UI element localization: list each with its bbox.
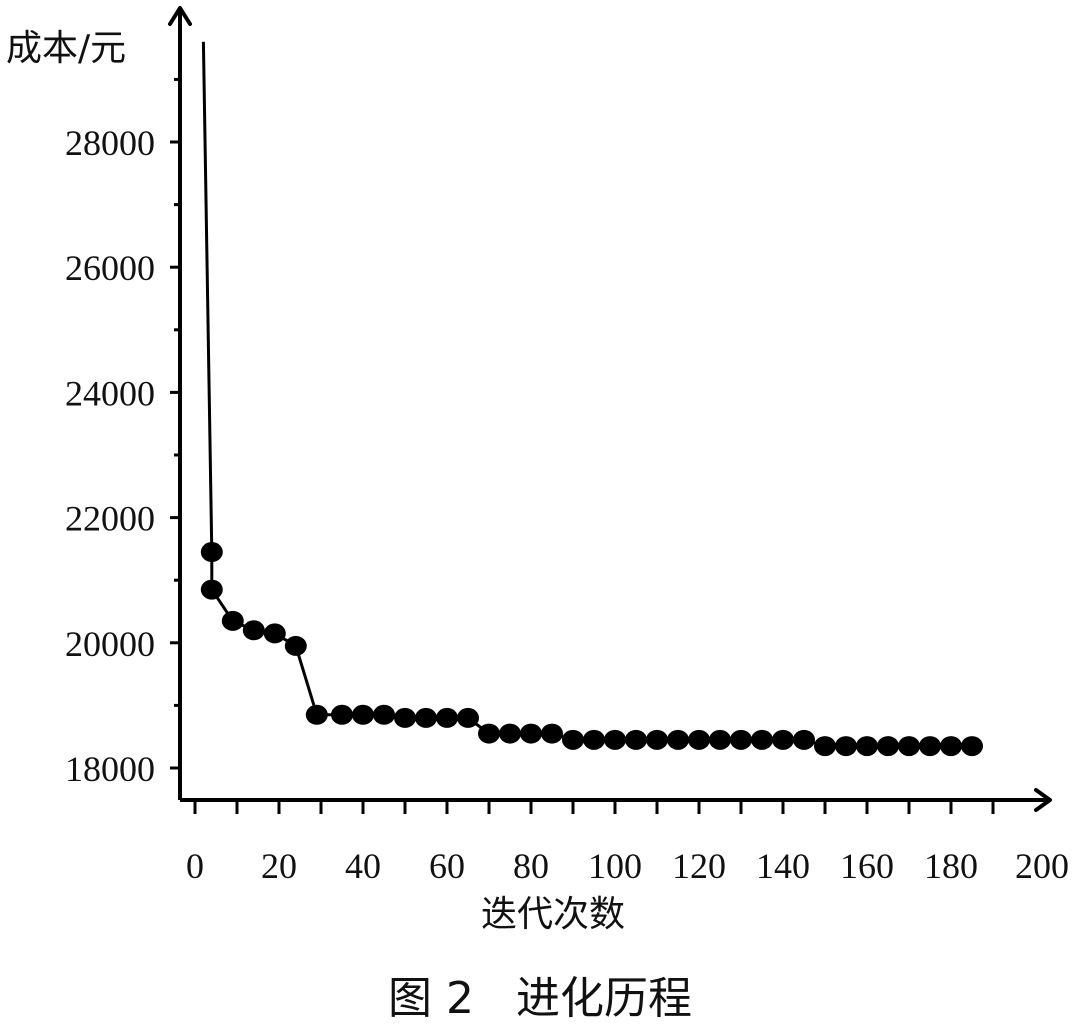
y-tick-label: 28000 — [65, 123, 155, 163]
data-point — [877, 736, 899, 757]
y-tick-label: 24000 — [65, 373, 155, 413]
data-point — [604, 729, 626, 750]
data-point — [331, 704, 353, 725]
data-point — [242, 620, 265, 641]
x-axis-arrow — [1034, 788, 1052, 812]
x-tick-label: 40 — [345, 846, 381, 886]
data-point — [284, 635, 307, 656]
x-tick-label: 180 — [924, 846, 978, 886]
x-tick-label: 100 — [588, 846, 642, 886]
data-point — [667, 729, 689, 750]
y-tick-label: 22000 — [65, 499, 155, 539]
data-point — [373, 704, 395, 725]
x-tick-label: 120 — [672, 846, 726, 886]
y-tick-label: 18000 — [65, 749, 155, 789]
data-point — [305, 704, 328, 725]
x-tick-label: 80 — [513, 846, 549, 886]
data-point — [919, 736, 941, 757]
x-tick-label: 140 — [756, 846, 810, 886]
data-point — [394, 707, 416, 728]
data-point — [478, 723, 500, 744]
data-point — [940, 736, 962, 757]
data-point — [457, 707, 479, 728]
data-point — [583, 729, 605, 750]
x-tick-label: 60 — [429, 846, 465, 886]
data-point — [793, 729, 815, 750]
x-tick-label: 20 — [261, 846, 297, 886]
x-tick-label: 0 — [186, 846, 204, 886]
data-point — [772, 729, 794, 750]
tick-marks — [170, 77, 995, 814]
data-point — [562, 729, 584, 750]
series-layer — [200, 41, 983, 757]
data-point — [730, 729, 752, 750]
axes — [168, 6, 1052, 812]
y-axis-title: 成本/元 — [6, 28, 126, 69]
data-point — [221, 610, 244, 631]
series-line — [201, 41, 972, 748]
data-point — [625, 729, 647, 750]
x-tick-label: 160 — [840, 846, 894, 886]
data-point — [415, 707, 437, 728]
y-axis-arrow — [168, 6, 192, 26]
data-point — [436, 707, 458, 728]
data-point — [961, 736, 983, 757]
tick-labels: 0 20 40 60 80 100 120 140 160 180 200 18000 20000 220… — [65, 123, 1069, 886]
data-point — [709, 729, 731, 750]
y-tick-label: 26000 — [65, 248, 155, 288]
data-point — [263, 623, 286, 644]
data-point — [835, 736, 857, 757]
data-point — [200, 579, 223, 600]
data-point — [814, 736, 836, 757]
data-point — [200, 542, 223, 563]
data-point — [898, 736, 920, 757]
data-point — [856, 736, 878, 757]
x-tick-label: 200 — [1015, 846, 1069, 886]
data-point — [520, 723, 542, 744]
data-point — [352, 704, 374, 725]
data-point — [688, 729, 710, 750]
data-point — [646, 729, 668, 750]
data-point — [499, 723, 521, 744]
x-axis-title: 迭代次数 — [481, 894, 625, 935]
data-point — [541, 723, 563, 744]
figure-caption: 图 2 进化历程 — [388, 973, 692, 1024]
y-tick-label: 20000 — [65, 624, 155, 664]
data-point — [751, 729, 773, 750]
